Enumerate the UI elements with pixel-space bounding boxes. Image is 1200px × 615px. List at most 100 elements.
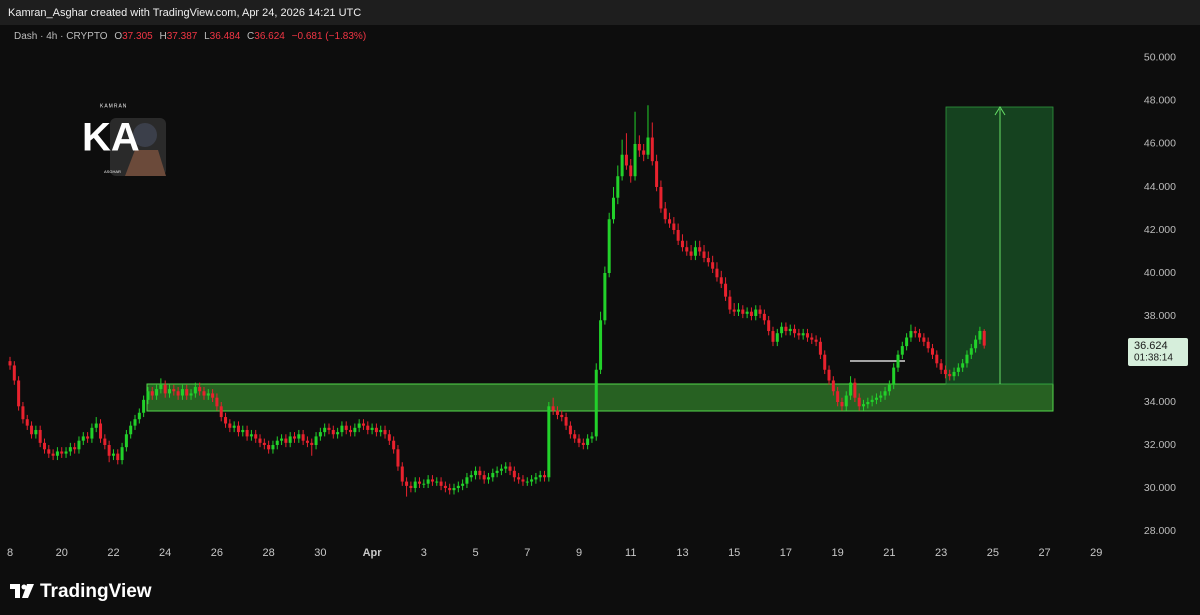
candle-body: [258, 438, 262, 443]
candle-body: [400, 466, 404, 482]
candle-body: [99, 423, 103, 439]
candle-body: [249, 434, 253, 437]
y-tick-label: 42.000: [1144, 224, 1176, 236]
candle-body: [8, 361, 12, 366]
candle-body: [840, 402, 844, 407]
candle-body: [482, 475, 486, 480]
candle-body: [818, 341, 822, 355]
candle-body: [805, 333, 809, 338]
y-tick-label: 34.000: [1144, 396, 1176, 408]
candle-body: [508, 466, 512, 471]
candle-body: [728, 296, 732, 310]
price-box: [1128, 338, 1188, 366]
x-tick-label: 8: [7, 547, 13, 559]
candle-body: [594, 369, 598, 437]
candle-body: [443, 485, 447, 489]
candle-body: [172, 389, 176, 392]
candle-body: [611, 197, 616, 220]
candle-body: [452, 488, 456, 491]
y-tick-label: 46.000: [1144, 138, 1176, 150]
candle-body: [198, 386, 202, 392]
candle-body: [163, 384, 167, 394]
candle-body: [232, 425, 236, 428]
candle-body: [275, 440, 279, 446]
candle-body: [228, 423, 232, 428]
logo-t: [10, 584, 20, 598]
candle-body: [590, 436, 594, 439]
candle-body: [530, 479, 534, 482]
candle-body: [202, 391, 206, 396]
candle-body: [853, 382, 857, 398]
last-price: 36.624: [1134, 340, 1168, 352]
candle-body: [357, 423, 361, 428]
candle-body: [361, 423, 365, 426]
candle-body: [435, 481, 439, 483]
candle-body: [637, 143, 641, 151]
candle-body: [392, 440, 396, 450]
candle-body: [663, 208, 667, 220]
candle-body: [909, 331, 913, 338]
legend-letter: O: [114, 31, 122, 42]
candle-body: [633, 143, 637, 177]
candle-body: [271, 445, 275, 450]
candle-body: [814, 339, 818, 342]
x-tick-label: 5: [472, 547, 478, 559]
candle-body: [310, 442, 314, 446]
candle-body: [86, 436, 90, 439]
candle-body: [323, 427, 327, 433]
candle-body: [849, 382, 853, 396]
candle-body: [836, 391, 840, 403]
candle-body: [793, 328, 797, 334]
candle-body: [620, 154, 624, 177]
candle-body: [180, 389, 184, 396]
x-tick-label: 24: [159, 547, 171, 559]
candle-body: [448, 488, 452, 491]
candle-body: [706, 257, 710, 263]
candle-body: [668, 219, 672, 224]
candle-body: [150, 391, 154, 396]
candle-body: [801, 333, 805, 336]
candle-body: [146, 391, 150, 400]
y-tick-label: 44.000: [1144, 181, 1176, 193]
candle-body: [831, 380, 835, 392]
candle-body: [810, 337, 814, 340]
price-label: 36.624 01:38:14: [1128, 338, 1188, 366]
candle-body: [573, 434, 577, 439]
x-tick-label: Apr: [363, 547, 383, 559]
candle-body: [754, 309, 758, 316]
x-tick-label: 17: [780, 547, 792, 559]
candle-body: [827, 369, 831, 381]
avatar-head: [133, 123, 157, 147]
candle-body: [12, 365, 16, 381]
candle-body: [719, 277, 723, 284]
candle-body: [616, 176, 620, 198]
candle-body: [116, 453, 120, 461]
candle-body: [862, 404, 866, 407]
candle-body: [646, 137, 650, 155]
candle-body: [758, 309, 762, 314]
candle-body: [17, 380, 21, 407]
candle-body: [133, 419, 137, 426]
header-bar: [0, 0, 1200, 25]
legend-value: 37.305: [122, 31, 153, 42]
candle-body: [331, 429, 335, 435]
candle-body: [94, 423, 98, 428]
candle-body: [918, 333, 922, 338]
candle-body: [42, 442, 46, 450]
candle-body: [823, 354, 827, 370]
x-tick-label: 22: [107, 547, 119, 559]
candle-body: [788, 328, 792, 332]
candle-body: [870, 399, 874, 403]
candle-body: [624, 154, 628, 166]
candle-body: [905, 337, 909, 347]
candle-body: [525, 481, 529, 483]
avatar-body: [125, 150, 166, 176]
watermark-bottom: ASGHAR: [104, 169, 121, 174]
legend-value: 37.387: [167, 31, 198, 42]
candle-body: [413, 481, 417, 489]
brand-logo: [10, 584, 34, 598]
candle-body: [469, 475, 473, 478]
candle-body: [430, 479, 434, 482]
candle-body: [491, 472, 495, 478]
candle-body: [689, 251, 693, 256]
